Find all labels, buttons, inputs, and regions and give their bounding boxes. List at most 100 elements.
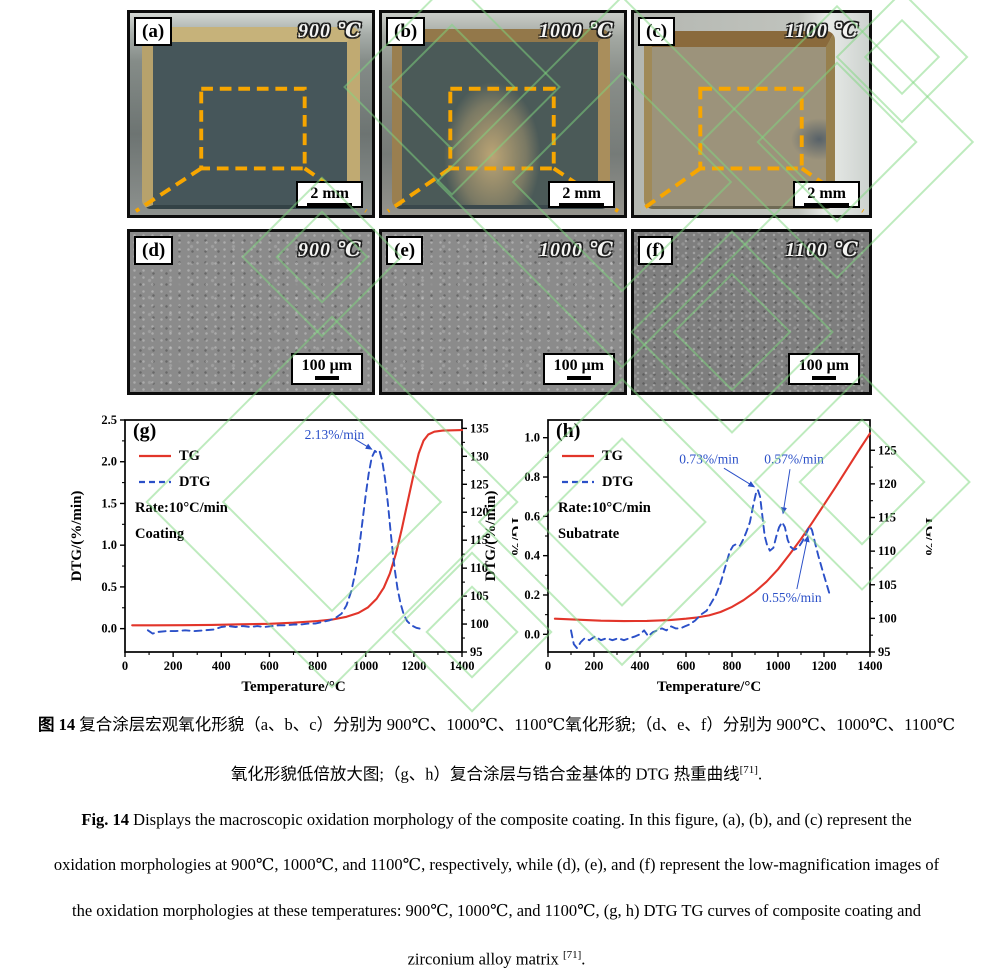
panel-label-h: (h) bbox=[556, 420, 580, 442]
scale-bar-label: 100 μm bbox=[301, 357, 352, 374]
scale-bar-line bbox=[314, 376, 339, 380]
legend-label-dtg: DTG bbox=[602, 474, 633, 490]
svg-text:0: 0 bbox=[122, 659, 128, 673]
annotation-text: 2.13%/min bbox=[305, 427, 365, 442]
svg-text:1000: 1000 bbox=[766, 659, 791, 673]
caption-zh-reference: [71] bbox=[739, 763, 758, 776]
x-axis-label: Temperature/°C bbox=[241, 679, 345, 695]
svg-text:1.5: 1.5 bbox=[101, 496, 117, 510]
photo-panel-a: (a) 900 ℃ 2 mm bbox=[127, 10, 375, 218]
caption-zh-line2: 氧化形貌低倍放大图;（g、h）复合涂层与锆合金基体的 DTG 热重曲线[71]. bbox=[0, 748, 993, 797]
svg-text:2.0: 2.0 bbox=[101, 455, 117, 469]
series-tg bbox=[553, 432, 872, 623]
panel-label-f: (f) bbox=[638, 236, 673, 265]
svg-text:125: 125 bbox=[878, 443, 897, 457]
caption-zh-line1-text: 复合涂层宏观氧化形貌（a、b、c）分别为 900℃、1000℃、1100℃氧化形… bbox=[75, 715, 956, 734]
svg-text:0.0: 0.0 bbox=[524, 627, 540, 641]
roi-dashed-box bbox=[698, 86, 804, 171]
scale-bar-box: 2 mm bbox=[296, 181, 363, 208]
scale-bar-box: 100 μm bbox=[787, 353, 860, 385]
svg-text:2.5: 2.5 bbox=[101, 413, 117, 427]
roi-dashed-box bbox=[199, 86, 307, 171]
annotation-text: 0.73%/min bbox=[679, 451, 739, 466]
right-axis-label: TG/% bbox=[508, 516, 518, 557]
caption-zh-line2-text: 氧化形貌低倍放大图;（g、h）复合涂层与锆合金基体的 DTG 热重曲线 bbox=[230, 764, 740, 783]
svg-text:400: 400 bbox=[212, 659, 231, 673]
svg-text:800: 800 bbox=[308, 659, 327, 673]
svg-text:120: 120 bbox=[470, 505, 489, 519]
chart-h: 0 200 400 600 800 1000 1200 1400 0.0 0.2 0.4 0.6 0.8… bbox=[483, 419, 932, 695]
svg-text:1200: 1200 bbox=[401, 659, 426, 673]
roi-dashed-box bbox=[448, 86, 556, 171]
chart-g: 0 200 400 600 800 1000 1200 1400 0.0 0.5 1.0 1.5 2.0… bbox=[69, 413, 518, 695]
scale-bar-label: 2 mm bbox=[804, 185, 849, 206]
series-tg bbox=[131, 429, 464, 627]
svg-text:95: 95 bbox=[878, 645, 891, 659]
scale-bar-box: 100 μm bbox=[290, 353, 363, 385]
svg-text:130: 130 bbox=[470, 449, 489, 463]
sem-panel-f: (f) 1100 ℃ 100 μm bbox=[631, 229, 872, 395]
temperature-label: 1100 ℃ bbox=[785, 20, 859, 42]
temperature-label: 900 ℃ bbox=[298, 239, 362, 261]
svg-text:105: 105 bbox=[878, 578, 897, 592]
svg-text:105: 105 bbox=[470, 589, 489, 603]
svg-text:125: 125 bbox=[470, 477, 489, 491]
svg-text:400: 400 bbox=[631, 659, 650, 673]
caption-en-reference: [71] bbox=[562, 949, 582, 961]
legend-extra-line: Coating bbox=[135, 526, 185, 542]
panel-label-c: (c) bbox=[638, 17, 676, 46]
caption-en-line4-text: zirconium alloy matrix bbox=[407, 949, 563, 969]
scale-bar-label: 2 mm bbox=[307, 185, 352, 206]
legend-label-tg: TG bbox=[602, 448, 623, 464]
series-dtg bbox=[570, 488, 832, 650]
annotation: 2.13%/min bbox=[305, 427, 373, 450]
svg-text:1400: 1400 bbox=[450, 659, 475, 673]
caption-en-line1-text: Displays the macroscopic oxidation morph… bbox=[129, 809, 912, 829]
scale-bar-box: 2 mm bbox=[793, 181, 860, 208]
legend-extra-line: Rate:10°C/min bbox=[558, 500, 651, 516]
svg-text:100: 100 bbox=[470, 617, 489, 631]
svg-text:120: 120 bbox=[878, 477, 897, 491]
svg-text:1.0: 1.0 bbox=[524, 431, 540, 445]
sem-panel-d: (d) 900 ℃ 100 μm bbox=[127, 229, 375, 395]
scale-bar-line bbox=[566, 376, 591, 380]
right-axis-label: TG/% bbox=[922, 516, 932, 557]
temperature-label: 1000 ℃ bbox=[539, 239, 614, 261]
svg-text:1200: 1200 bbox=[812, 659, 837, 673]
svg-text:1000: 1000 bbox=[353, 659, 378, 673]
temperature-label: 900 ℃ bbox=[298, 20, 362, 42]
svg-text:0.4: 0.4 bbox=[524, 549, 540, 563]
annotation-text: 0.57%/min bbox=[764, 451, 824, 466]
caption-en-line4-period: . bbox=[581, 949, 586, 969]
annotation: 0.57%/min bbox=[764, 451, 824, 515]
caption-en-line3: the oxidation morphologies at these temp… bbox=[71, 900, 922, 920]
svg-text:0.8: 0.8 bbox=[524, 470, 540, 484]
legend-extra-line: Subatrate bbox=[558, 526, 620, 542]
temperature-label: 1100 ℃ bbox=[785, 239, 859, 261]
annotation: 0.73%/min bbox=[679, 451, 756, 488]
left-axis-label: DTG/(%/min) bbox=[483, 491, 499, 582]
svg-text:200: 200 bbox=[585, 659, 604, 673]
annotation: 0.55%/min bbox=[762, 535, 822, 605]
svg-text:0.6: 0.6 bbox=[524, 509, 540, 523]
scale-bar-label: 100 μm bbox=[553, 357, 604, 374]
caption-en-fig-number: Fig. 14 bbox=[81, 809, 130, 829]
caption-zh-line2-period: . bbox=[757, 764, 763, 783]
roi-connector-left bbox=[386, 166, 452, 213]
svg-text:0.0: 0.0 bbox=[101, 622, 117, 636]
svg-text:600: 600 bbox=[677, 659, 696, 673]
x-axis-label: Temperature/°C bbox=[657, 679, 761, 695]
caption-en-line1: Fig. 14 Displays the macroscopic oxidati… bbox=[0, 797, 993, 843]
caption-zh-fig-number: 图 14 bbox=[37, 715, 76, 734]
scale-bar-label: 100 μm bbox=[798, 357, 849, 374]
svg-text:0.5: 0.5 bbox=[101, 580, 117, 594]
svg-text:0.2: 0.2 bbox=[524, 588, 540, 602]
axes: 0 200 400 600 800 1000 1200 1400 0.0 0.2 0.4 0.6 0.8… bbox=[524, 431, 896, 695]
svg-text:95: 95 bbox=[470, 645, 483, 659]
panel-label-a: (a) bbox=[134, 17, 173, 46]
roi-connector-left bbox=[134, 166, 203, 213]
legend-label-dtg: DTG bbox=[179, 474, 210, 490]
caption-en-line2: oxidation morphologies at 900℃, 1000℃, a… bbox=[53, 855, 940, 874]
scale-bar-label: 2 mm bbox=[559, 185, 604, 206]
sample-surface-c bbox=[644, 31, 835, 209]
